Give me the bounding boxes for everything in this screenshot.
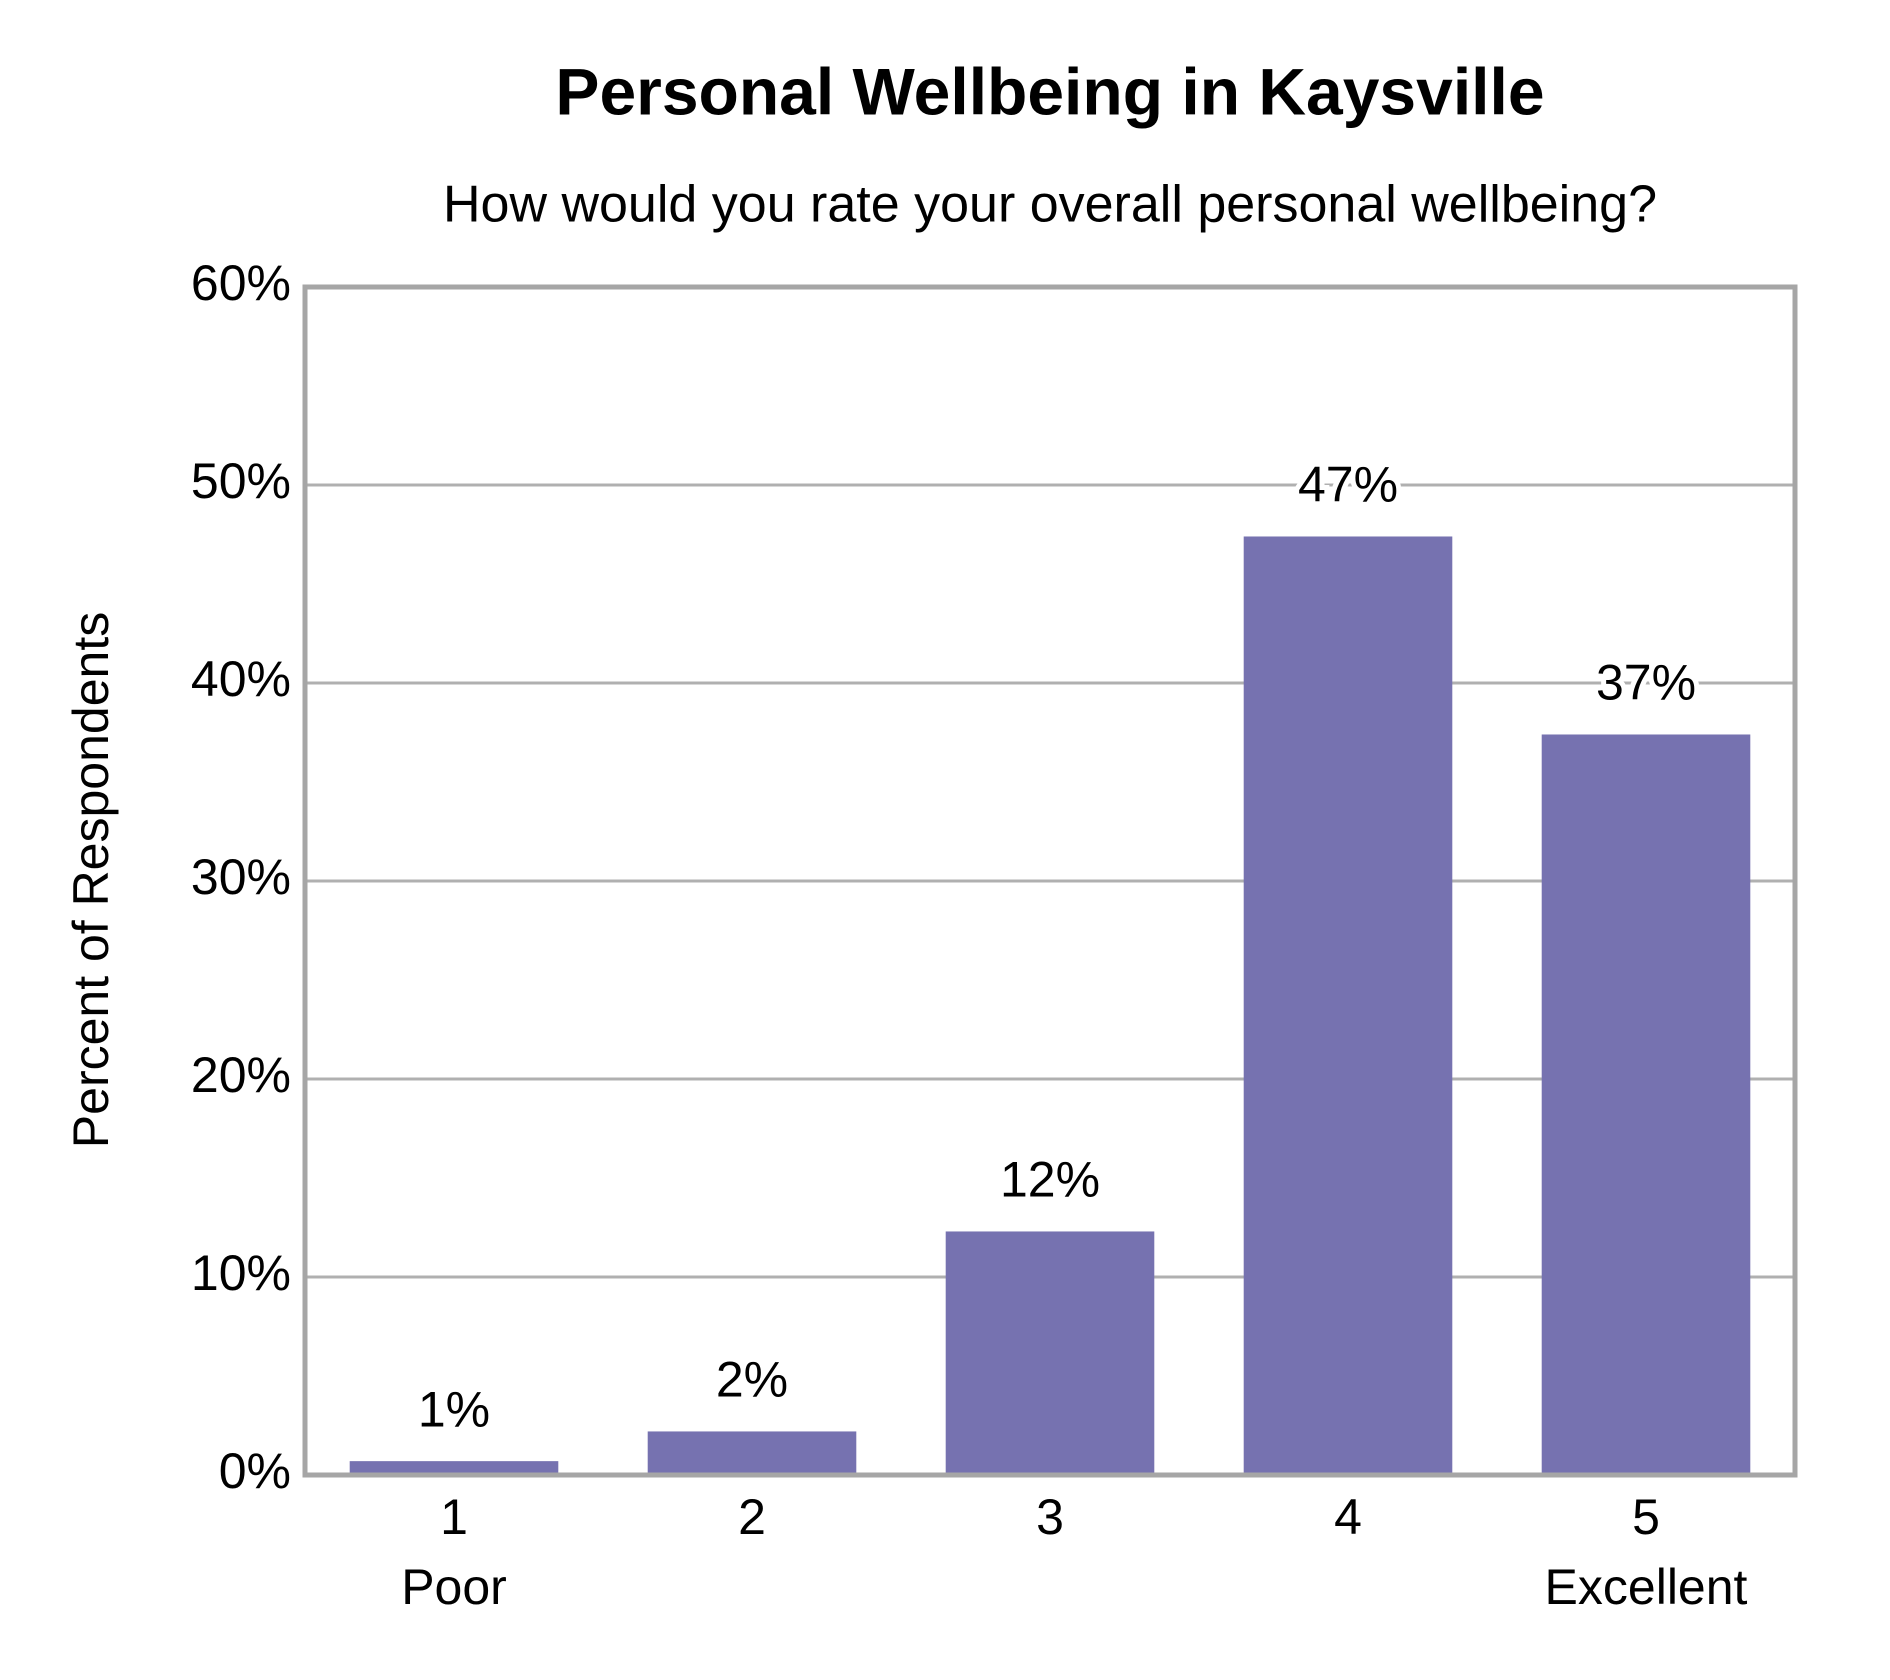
chart-subtitle: How would you rate your overall personal…	[443, 176, 1657, 234]
y-tick-label: 50%	[191, 453, 291, 509]
y-tick-label: 10%	[191, 1245, 291, 1301]
y-tick-label: 30%	[191, 849, 291, 905]
y-tick-label: 0%	[219, 1443, 291, 1499]
x-tick-sublabel: Excellent	[1545, 1559, 1748, 1615]
y-axis-title: Percent of Respondents	[63, 612, 119, 1148]
value-label: 2%	[716, 1352, 788, 1408]
x-tick-label: 4	[1334, 1489, 1362, 1545]
bar	[945, 1231, 1155, 1475]
x-tick-label: 5	[1632, 1489, 1660, 1545]
y-tick-label: 60%	[191, 255, 291, 311]
bar	[1541, 734, 1751, 1475]
bar	[1243, 536, 1453, 1475]
value-label: 47%	[1298, 457, 1398, 513]
x-tick-label: 2	[738, 1489, 766, 1545]
bar	[647, 1431, 857, 1475]
value-label: 12%	[1000, 1152, 1100, 1208]
value-label: 1%	[418, 1381, 490, 1437]
x-tick-label: 3	[1036, 1489, 1064, 1545]
y-tick-label: 40%	[191, 651, 291, 707]
value-label: 37%	[1596, 655, 1696, 711]
x-tick-label: 1	[440, 1489, 468, 1545]
bar	[349, 1461, 559, 1475]
x-tick-sublabel: Poor	[401, 1559, 507, 1615]
y-tick-label: 20%	[191, 1047, 291, 1103]
chart-title: Personal Wellbeing in Kaysville	[555, 54, 1544, 128]
plot-frame	[302, 284, 1798, 1478]
